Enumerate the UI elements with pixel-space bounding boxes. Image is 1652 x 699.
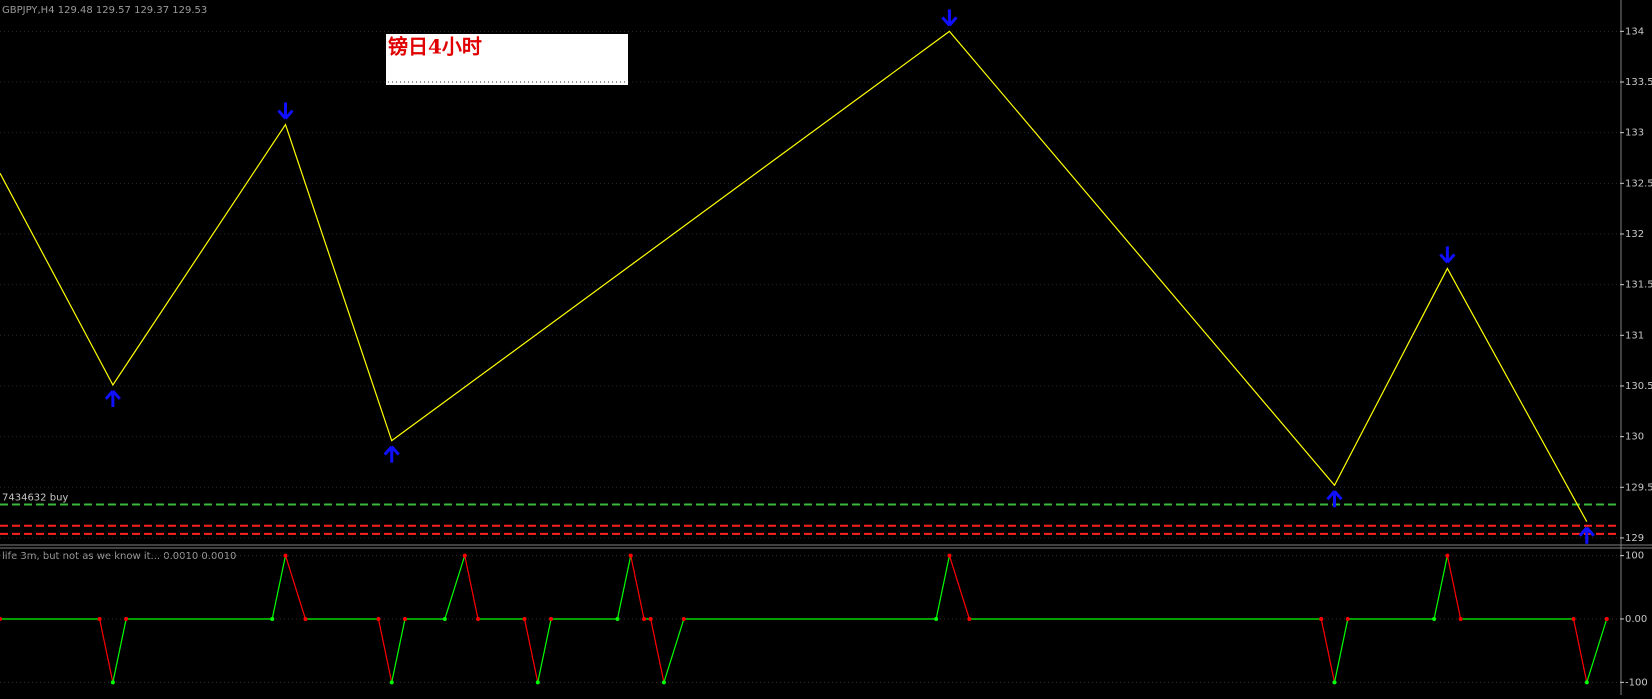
y-tick-label: 130.5 xyxy=(1625,381,1652,392)
oscillator-segment xyxy=(391,618,406,683)
y-tick-label: 100 xyxy=(1625,551,1644,562)
y-tick-label: 132.5 xyxy=(1625,178,1652,189)
oscillator-segment xyxy=(271,555,287,620)
indicator-title: life 3m, but not as we know it... 0.0010… xyxy=(2,551,236,562)
oscillator-point xyxy=(124,616,129,621)
oscillator-point xyxy=(403,616,407,621)
oscillator-segment xyxy=(1333,618,1349,683)
y-tick-label: 133 xyxy=(1625,128,1644,139)
up-arrow xyxy=(1578,526,1595,544)
oscillator-segment xyxy=(630,555,645,620)
oscillator-point xyxy=(376,616,381,621)
oscillator-segment xyxy=(464,555,479,620)
oscillator-point xyxy=(1332,680,1337,685)
oscillator-point xyxy=(1571,616,1576,621)
oscillator-point xyxy=(1584,680,1589,685)
oscillator-point xyxy=(648,616,653,621)
oscillator-segment xyxy=(663,618,685,683)
annotation: 镑日4小时 xyxy=(388,35,482,59)
oscillator-segment xyxy=(1446,555,1462,620)
oscillator-segment xyxy=(537,618,552,683)
down-arrow xyxy=(941,9,958,27)
oscillator-point xyxy=(462,553,467,558)
oscillator-point xyxy=(110,680,115,685)
oscillator-point xyxy=(1345,616,1350,621)
down-arrow xyxy=(1439,246,1456,264)
oscillator-segment xyxy=(377,618,393,683)
zigzag-line xyxy=(0,30,1588,523)
y-tick-label: 129.5 xyxy=(1625,482,1652,493)
oscillator-point xyxy=(97,616,102,621)
oscillator-point xyxy=(476,616,481,621)
oscillator-point xyxy=(1432,616,1437,621)
oscillator-point xyxy=(967,616,972,621)
y-tick-label: 134 xyxy=(1625,26,1644,37)
annotation-box xyxy=(386,34,628,85)
y-tick-label: 130 xyxy=(1625,432,1644,443)
oscillator-segment xyxy=(935,555,951,620)
oscillator-segment xyxy=(650,618,665,683)
oscillator-segment xyxy=(99,618,114,683)
oscillator-point xyxy=(389,680,394,685)
oscillator-point xyxy=(549,616,554,621)
oscillator-point xyxy=(442,616,447,621)
oscillator-point xyxy=(1445,553,1450,558)
y-tick-label: 131.5 xyxy=(1625,280,1652,291)
oscillator-segment xyxy=(444,555,466,620)
oscillator-point xyxy=(522,616,527,621)
up-arrow xyxy=(104,389,121,407)
y-tick-label: -100 xyxy=(1625,677,1648,688)
up-arrow xyxy=(1326,490,1343,508)
oscillator-point xyxy=(1319,616,1324,621)
oscillator-segment xyxy=(616,555,632,620)
oscillator-segment xyxy=(1320,618,1336,683)
y-tick-label: 0.00 xyxy=(1625,614,1647,625)
oscillator-point xyxy=(934,616,939,621)
oscillator-point xyxy=(947,553,952,558)
oscillator-point xyxy=(0,616,2,621)
level-label: 7434632 buy xyxy=(2,492,68,503)
y-tick-label: 131 xyxy=(1625,330,1644,341)
oscillator-point xyxy=(615,616,620,621)
oscillator-point xyxy=(681,616,686,621)
oscillator-point xyxy=(535,680,540,685)
y-tick-label: 129 xyxy=(1625,533,1644,544)
oscillator-segment xyxy=(112,618,127,683)
oscillator-segment xyxy=(1433,555,1448,620)
oscillator-point xyxy=(642,616,647,621)
oscillator-segment xyxy=(1572,618,1588,683)
oscillator-segment xyxy=(284,555,306,620)
oscillator-segment xyxy=(1586,618,1608,683)
y-tick-label: 133.5 xyxy=(1625,77,1652,88)
up-arrow xyxy=(383,445,400,463)
oscillator-point xyxy=(1458,616,1463,621)
oscillator-point xyxy=(628,553,633,558)
chart-title: GBPJPY,H4 129.48 129.57 129.37 129.53 xyxy=(2,5,207,16)
oscillator-point xyxy=(303,616,308,621)
oscillator-point xyxy=(661,680,666,685)
oscillator-point xyxy=(270,616,275,621)
down-arrow xyxy=(277,102,294,120)
oscillator-segment xyxy=(523,618,539,683)
oscillator-point xyxy=(283,553,288,558)
y-tick-label: 132 xyxy=(1625,229,1644,240)
oscillator-segment xyxy=(948,555,970,620)
oscillator-point xyxy=(1604,616,1609,621)
